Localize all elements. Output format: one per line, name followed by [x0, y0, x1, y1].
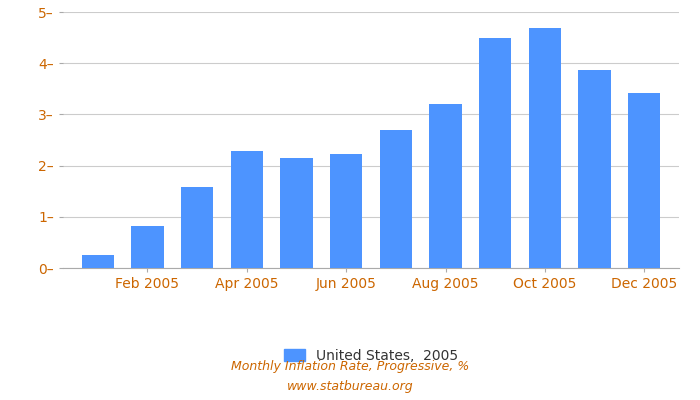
- Bar: [132, 226, 164, 268]
- Legend: United States,  2005: United States, 2005: [279, 344, 463, 368]
- Bar: [231, 151, 263, 268]
- Bar: [578, 70, 610, 268]
- Bar: [82, 255, 114, 268]
- Bar: [280, 158, 313, 268]
- Bar: [628, 94, 660, 268]
- Text: Monthly Inflation Rate, Progressive, %: Monthly Inflation Rate, Progressive, %: [231, 360, 469, 373]
- Bar: [330, 154, 363, 268]
- Bar: [479, 38, 511, 268]
- Bar: [528, 28, 561, 268]
- Bar: [181, 186, 214, 268]
- Text: www.statbureau.org: www.statbureau.org: [287, 380, 413, 393]
- Bar: [379, 130, 412, 268]
- Bar: [429, 104, 462, 268]
